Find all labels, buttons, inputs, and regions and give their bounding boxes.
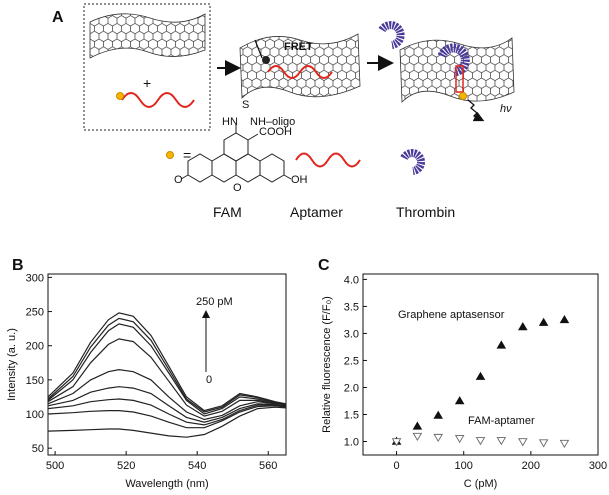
chem-label: O [233, 182, 242, 194]
y-tick-label: 250 [26, 307, 44, 319]
plus: + [143, 75, 151, 91]
chem-label: COOH [259, 126, 292, 138]
spectrum-line [47, 405, 287, 429]
data-point [559, 315, 570, 324]
y-tick-label: 2.0 [344, 382, 359, 394]
annotation: 250 pM [196, 296, 233, 308]
y-tick-label: 100 [26, 409, 44, 421]
data-point [475, 437, 486, 446]
x-tick-label: 200 [522, 460, 540, 472]
x-axis-label: C (pM) [464, 478, 498, 490]
chem-label: OH [291, 174, 308, 186]
chem-label: HN [222, 116, 238, 128]
y-tick-label: 1.5 [344, 409, 359, 421]
panel-a: A + FRET hν = S HN NH–oligo [52, 3, 515, 220]
panel-label: C [318, 257, 330, 274]
graphene-sheet [239, 33, 361, 99]
thrombin-icon [437, 43, 470, 77]
series-label: Graphene aptasensor [398, 309, 505, 321]
x-tick-label: 560 [259, 460, 277, 472]
data-point [454, 396, 465, 405]
spectrum-line [47, 386, 287, 423]
series-label: FAM-aptamer [468, 415, 535, 427]
fam-structure [180, 124, 292, 183]
data-point [518, 322, 528, 331]
graphene-sheet [399, 37, 515, 103]
data-point [433, 433, 443, 443]
fam-dye [116, 92, 124, 100]
y-tick-label: 300 [26, 272, 44, 284]
x-tick-label: 300 [589, 460, 607, 472]
fret-label: FRET [284, 41, 313, 53]
data-point [391, 438, 402, 447]
data-point [496, 340, 507, 349]
y-tick-label: 2.5 [344, 355, 359, 367]
y-tick-label: 50 [32, 443, 44, 455]
annotation: 0 [206, 374, 212, 386]
y-axis-label: Relative fluorescence (F/F₀) [321, 296, 333, 433]
plot-frame [362, 273, 599, 456]
fam-dye [459, 92, 467, 100]
legend-fam: FAM [213, 204, 242, 220]
legend-aptamer: Aptamer [290, 204, 343, 220]
panel-label: A [52, 9, 64, 26]
thrombin-icon [378, 21, 405, 49]
graphene-sheet [89, 13, 206, 59]
data-point [433, 410, 443, 419]
spectrum-line [47, 323, 287, 415]
y-axis-label: Intensity (a. u.) [6, 328, 18, 401]
emission-arrow [467, 99, 485, 122]
x-tick-label: 520 [117, 460, 135, 472]
data-point [496, 437, 507, 446]
aptamer-wave [267, 65, 333, 79]
x-tick-label: 0 [394, 460, 400, 472]
y-tick-label: 200 [26, 341, 44, 353]
chem-label: O [174, 174, 183, 186]
fret-zigzag [254, 39, 263, 59]
y-tick-label: 4.0 [344, 274, 359, 286]
spectrum-line [47, 338, 287, 417]
data-point [518, 438, 528, 447]
y-tick-label: 150 [26, 375, 44, 387]
y-tick-label: 1.0 [344, 436, 359, 448]
thrombin-icon [400, 149, 425, 175]
chem-label: S [242, 99, 249, 111]
aptamer-wave [295, 152, 361, 168]
y-tick-label: 3.5 [344, 301, 359, 313]
data-point [454, 435, 465, 444]
fam-dye [262, 56, 270, 64]
plot-frame [47, 273, 287, 456]
equals: = [183, 147, 191, 163]
chem-label: NH–oligo [250, 116, 295, 128]
x-axis-label: Wavelength (nm) [125, 478, 208, 490]
fam-dye [166, 151, 174, 159]
data-point [412, 432, 423, 441]
dotted-box [83, 3, 211, 131]
data-point [412, 421, 423, 430]
data-point [538, 317, 549, 326]
spectrum-line [47, 317, 287, 413]
data-point [475, 371, 486, 380]
bound-aptamer [455, 65, 464, 93]
aptamer-wave [121, 92, 195, 108]
x-tick-label: 100 [455, 460, 473, 472]
hv-label: hν [500, 103, 512, 115]
spectrum-line [47, 398, 287, 426]
legend-thrombin: Thrombin [396, 204, 455, 220]
spectrum-line [47, 406, 287, 438]
data-point [559, 439, 570, 449]
y-tick-label: 3.0 [344, 328, 359, 340]
spectrum-line [47, 312, 287, 412]
data-point [538, 439, 549, 448]
spectrum-line [47, 368, 287, 421]
panel-label: B [12, 257, 24, 274]
x-tick-label: 540 [188, 460, 206, 472]
x-tick-label: 500 [46, 460, 64, 472]
